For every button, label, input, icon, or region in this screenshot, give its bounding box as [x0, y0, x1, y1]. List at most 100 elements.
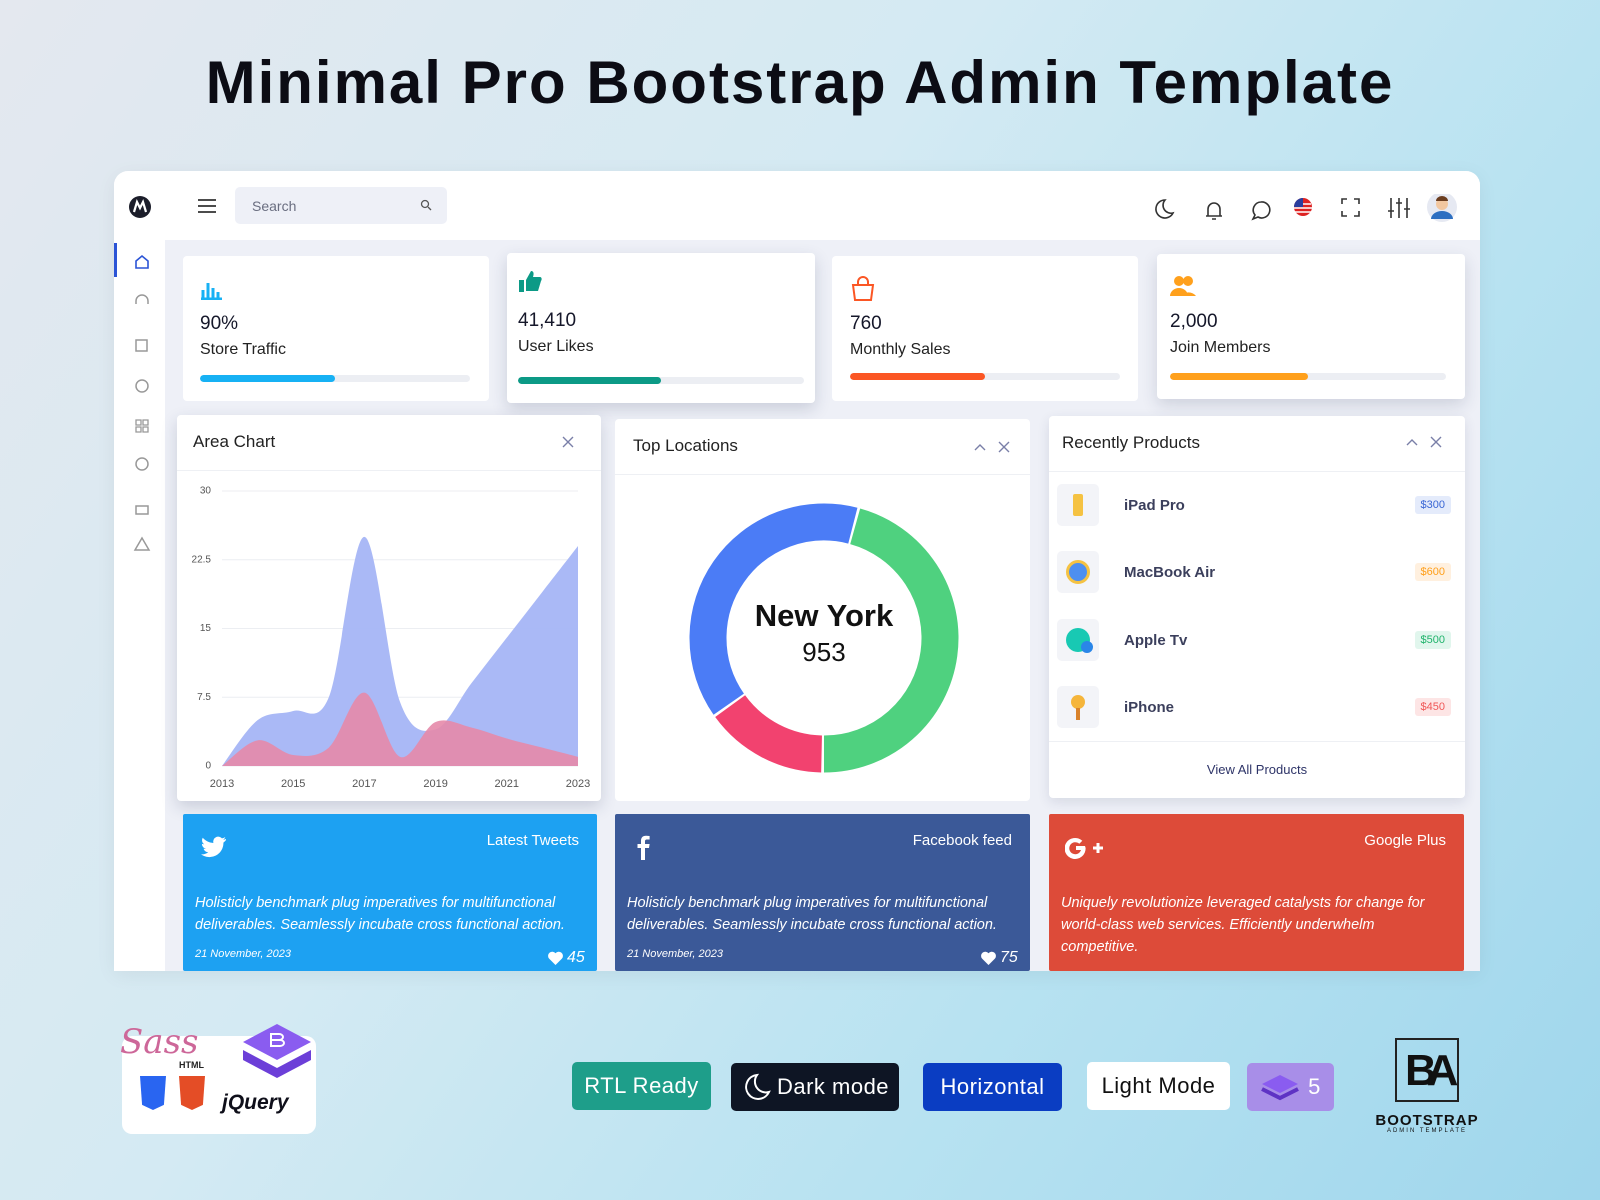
nav-database[interactable] [135, 457, 149, 471]
brand-mark: BA [1405, 1046, 1458, 1095]
x-tick-label: 2013 [210, 778, 234, 790]
feature-badge: Light Mode [1087, 1062, 1230, 1110]
stat-icon [201, 283, 222, 300]
moon-icon [745, 1073, 771, 1100]
stat-value: 2,000 [1170, 311, 1218, 332]
like-icon[interactable] [547, 951, 564, 966]
product-name[interactable]: MacBook Air [1124, 564, 1216, 581]
google-icon [1065, 837, 1103, 859]
collapse-button[interactable] [974, 444, 986, 451]
y-tick-label: 15 [200, 623, 212, 634]
stat-value: 41,410 [518, 310, 577, 331]
css3-logo [140, 1076, 166, 1110]
search-box[interactable]: Search [235, 187, 447, 224]
y-tick-label: 22.5 [192, 554, 212, 565]
messages[interactable] [1251, 201, 1271, 221]
fullscreen[interactable] [1341, 198, 1360, 217]
stat-label: User Likes [518, 338, 594, 355]
product-thumb [1057, 484, 1099, 526]
progress-bar [850, 373, 985, 380]
close-button[interactable] [998, 441, 1010, 453]
product-price: $300 [1414, 496, 1451, 514]
area-chart-panel: Area Chart 0 7.5 15 22.5 30 2013 2015 2017 2019 2… [177, 415, 601, 801]
close-button[interactable] [1430, 436, 1442, 448]
donut-chart: New York 953 [689, 503, 959, 773]
products-panel: Recently Products iPad Pro $300 MacBook … [1049, 416, 1465, 798]
dark-mode-toggle[interactable] [1155, 199, 1175, 219]
card-date: 21 November, 2023 [627, 948, 724, 960]
sidebar [114, 240, 165, 971]
product-thumb [1057, 551, 1099, 593]
view-all-link[interactable]: View All Products [1206, 762, 1308, 777]
collapse-button[interactable] [1406, 439, 1418, 446]
progress-bar [1170, 373, 1308, 380]
bootstrap-badge: 5 [1247, 1063, 1334, 1111]
card-text: Holisticly benchmark plug imperatives fo… [195, 895, 565, 933]
area-chart: 0 7.5 15 22.5 30 2013 2015 2017 2019 2021 2023 [192, 486, 591, 790]
avatar[interactable] [1427, 194, 1457, 222]
facebook-icon [637, 835, 650, 860]
nav-alerts[interactable] [133, 536, 151, 551]
y-tick-label: 0 [205, 761, 211, 772]
panel-title: Top Locations [633, 436, 738, 455]
active-indicator [114, 243, 117, 277]
bootstrap-stack-logo [243, 1024, 311, 1078]
progress-track [850, 373, 1120, 380]
product-name[interactable]: Apple Tv [1124, 632, 1188, 649]
nav-charts[interactable] [135, 379, 149, 393]
nav-widgets[interactable] [135, 419, 149, 433]
product-price: $500 [1414, 631, 1451, 649]
page-title: Minimal Pro Bootstrap Admin Template [205, 49, 1395, 116]
feature-badge: RTL Ready [572, 1062, 711, 1110]
card-date: 21 November, 2023 [195, 948, 292, 960]
progress-track [518, 377, 804, 384]
progress-track [1170, 373, 1446, 380]
stat-card: 90% Store Traffic [183, 256, 489, 401]
progress-track [200, 375, 470, 382]
stat-icon [1170, 276, 1196, 296]
x-tick-label: 2021 [495, 778, 519, 790]
panel-title: Area Chart [193, 432, 276, 451]
divider [1049, 741, 1465, 742]
stat-label: Monthly Sales [850, 341, 951, 358]
stat-value: 90% [200, 313, 239, 334]
nav-forms[interactable] [135, 339, 148, 352]
like-icon[interactable] [980, 951, 997, 966]
divider [177, 470, 601, 471]
divider [1049, 471, 1465, 472]
y-tick-label: 7.5 [197, 692, 211, 703]
notifications[interactable] [1206, 202, 1222, 220]
progress-bar [200, 375, 335, 382]
panel-title: Recently Products [1062, 433, 1200, 452]
card-text: Uniquely revolutionize leveraged catalys… [1061, 895, 1425, 955]
product-name[interactable]: iPad Pro [1124, 497, 1185, 514]
stat-icon [851, 276, 875, 301]
nav-home[interactable] [135, 254, 149, 269]
feature-badge: Horizontal [923, 1063, 1062, 1111]
brand-name: BOOTSTRAP [1375, 1112, 1479, 1129]
card-text: Holisticly benchmark plug imperatives fo… [627, 895, 997, 933]
donut-segment [823, 508, 959, 773]
stat-label: Store Traffic [200, 341, 286, 358]
feature-badge: Dark mode [731, 1063, 899, 1111]
nav-support[interactable] [135, 294, 149, 304]
search-icon [420, 199, 432, 211]
top-locations-panel: Top Locations New York 953 [615, 419, 1030, 801]
twitter-card: Latest Tweets Holisticly benchmark plug … [183, 814, 597, 971]
x-tick-label: 2015 [281, 778, 305, 790]
settings[interactable] [1388, 198, 1410, 218]
jquery-logo: jQuery [222, 1091, 289, 1114]
donut-segment [689, 503, 858, 715]
card-title: Facebook feed [912, 832, 1012, 849]
nav-lock[interactable] [135, 505, 149, 515]
language-flag[interactable] [1294, 198, 1312, 216]
area-series [222, 536, 578, 766]
panel-controls [1406, 436, 1442, 448]
sidebar-icons [133, 254, 151, 551]
badge-text: Dark mode [776, 1074, 890, 1099]
close-button[interactable] [562, 436, 574, 448]
menu-toggle[interactable] [197, 197, 217, 215]
divider [615, 474, 1030, 475]
product-name[interactable]: iPhone [1124, 699, 1175, 716]
